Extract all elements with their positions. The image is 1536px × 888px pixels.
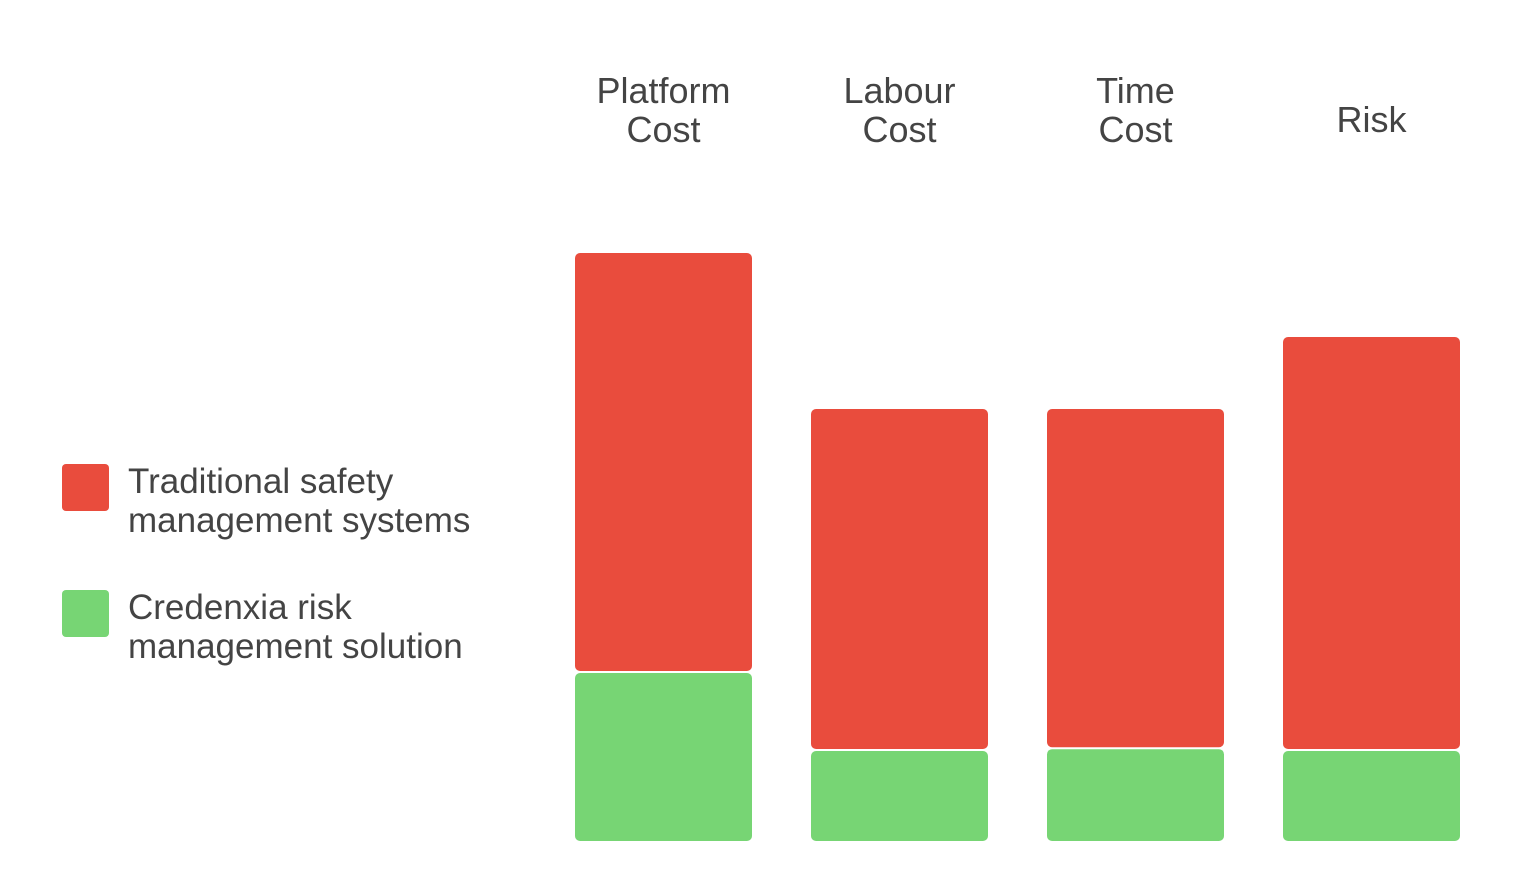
legend-swatch-credenxia	[62, 590, 109, 637]
bar-segment-credenxia	[1047, 749, 1224, 841]
bar-segment-credenxia	[575, 673, 752, 841]
bar-segment-traditional	[1047, 409, 1224, 748]
category-label: Cost	[862, 109, 936, 150]
legend-label-line: Traditional safety	[128, 462, 394, 501]
category-label: Risk	[1337, 99, 1408, 140]
legend-label-line: Credenxia risk	[128, 588, 352, 627]
category-label: Labour	[843, 70, 955, 111]
category-label: Cost	[1098, 109, 1172, 150]
legend-item-credenxia: Credenxia risk management solution	[62, 588, 532, 678]
bars	[575, 253, 1460, 841]
bar-segment-traditional	[575, 253, 752, 671]
category-label: Time	[1096, 70, 1175, 111]
bar-segment-credenxia	[811, 751, 988, 841]
bar-segment-traditional	[1283, 337, 1460, 749]
legend-label-traditional: Traditional safety management systems	[128, 462, 528, 540]
legend-label-line: management solution	[128, 627, 463, 666]
legend: Traditional safety management systems Cr…	[62, 462, 532, 714]
legend-label-line: management systems	[128, 501, 471, 540]
category-label: Cost	[626, 109, 700, 150]
legend-label-credenxia: Credenxia risk management solution	[128, 588, 528, 666]
bar-segment-credenxia	[1283, 751, 1460, 841]
legend-swatch-traditional	[62, 464, 109, 511]
category-label: Platform	[596, 70, 730, 111]
legend-item-traditional: Traditional safety management systems	[62, 462, 532, 552]
bar-segment-traditional	[811, 409, 988, 749]
